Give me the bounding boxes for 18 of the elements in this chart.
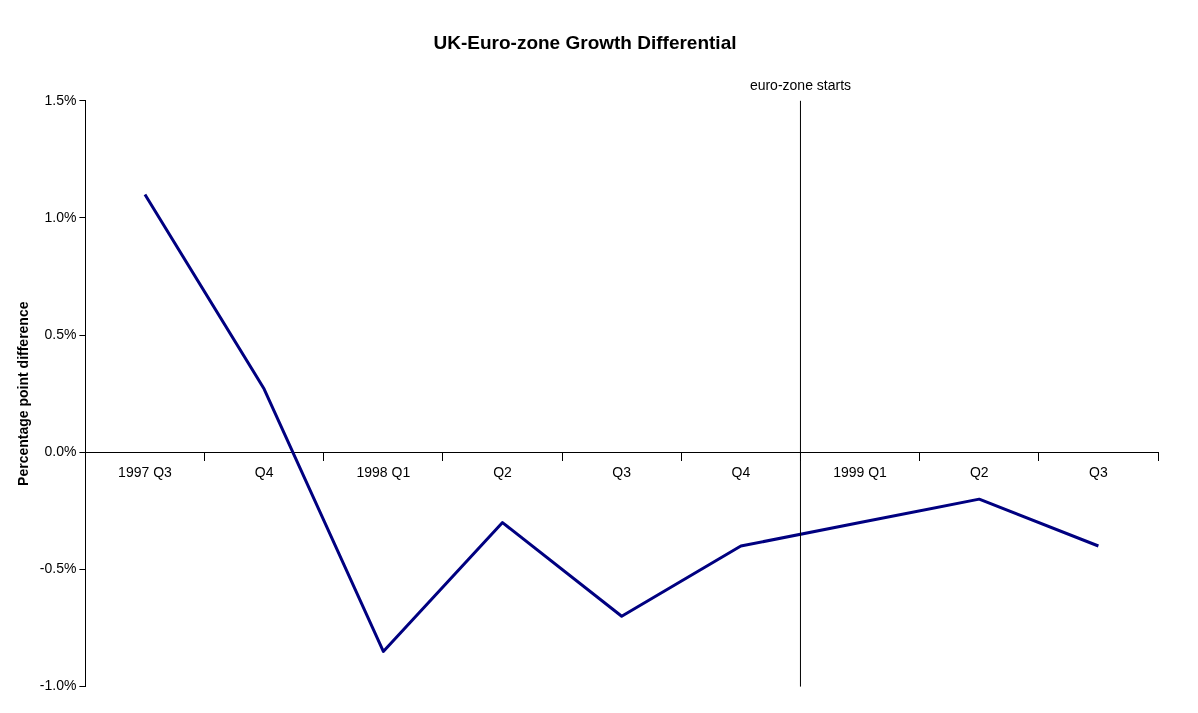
x-tick-label: 1998 Q1 bbox=[356, 463, 411, 480]
text: euro-zone starts bbox=[749, 76, 852, 93]
y-tick-label: -0.5% bbox=[39, 560, 77, 577]
x-tick-label: Q2 bbox=[493, 463, 513, 480]
x-tick-label: 1997 Q3 bbox=[118, 463, 173, 480]
x-tick-label: Q4 bbox=[254, 463, 274, 480]
y-tick-label: 0.5% bbox=[44, 325, 77, 342]
y-tick-label: 1.0% bbox=[44, 208, 77, 225]
x-tick-label: Q3 bbox=[612, 463, 632, 480]
y-axis-title: Percentage point difference bbox=[15, 301, 32, 486]
chart-title: UK-Euro-zone Growth Differential bbox=[433, 31, 737, 53]
x-tick-label: Q3 bbox=[1089, 463, 1108, 480]
x-tick-label: 1999 Q1 bbox=[833, 463, 888, 480]
y-tick-label: 0.0% bbox=[44, 443, 77, 460]
y-tick-label: 1.5% bbox=[44, 91, 77, 108]
y-tick-label: -1.0% bbox=[39, 677, 77, 694]
x-tick-label: Q2 bbox=[969, 463, 989, 480]
x-tick-label: Q4 bbox=[731, 463, 751, 480]
